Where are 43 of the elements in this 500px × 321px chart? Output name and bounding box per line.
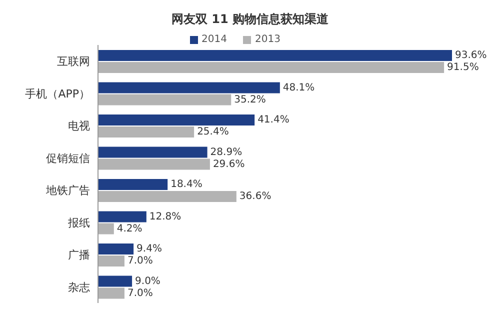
bar — [98, 82, 280, 94]
bar — [98, 158, 210, 170]
data-label: 18.4% — [170, 179, 202, 190]
data-label: 28.9% — [210, 146, 242, 158]
y-tick-label: 手机（APP） — [25, 87, 90, 100]
data-label: 12.8% — [149, 211, 182, 222]
bar — [98, 223, 114, 234]
bar — [98, 244, 134, 254]
bar — [98, 256, 124, 266]
data-label: 9.4% — [136, 244, 162, 254]
y-tick-label: 电视 — [68, 120, 90, 133]
data-label: 7.0% — [127, 288, 153, 299]
data-label: 41.4% — [258, 114, 290, 126]
data-label: 25.4% — [197, 126, 229, 138]
y-tick-label: 报纸 — [67, 216, 90, 230]
data-label: 48.1% — [282, 82, 315, 94]
bar — [98, 50, 452, 61]
legend-label: 2013 — [254, 34, 280, 45]
chart-title: 网友双 11 购物信息获知渠道 — [170, 11, 330, 28]
bar — [98, 288, 124, 299]
data-label: 35.2% — [234, 94, 266, 106]
data-label: 93.6% — [455, 50, 487, 61]
bar — [98, 126, 194, 138]
bar — [98, 191, 236, 202]
bar — [98, 179, 168, 190]
data-label: 7.0% — [127, 256, 153, 266]
legend-label: 2014 — [200, 34, 227, 45]
y-tick-label: 地铁广告 — [45, 184, 90, 198]
y-tick-label: 促销短信 — [46, 152, 90, 165]
bar — [98, 146, 208, 158]
data-label: 91.5% — [447, 62, 479, 73]
bar — [98, 211, 146, 222]
bar — [98, 62, 444, 73]
y-tick-label: 互联网 — [57, 55, 90, 68]
y-tick-label: 杂志 — [68, 280, 90, 294]
data-label: 36.6% — [239, 191, 272, 202]
y-tick-label: 广播 — [68, 248, 90, 262]
data-label: 4.2% — [116, 223, 142, 234]
bar — [98, 94, 232, 106]
data-label: 9.0% — [135, 276, 160, 287]
bar — [98, 276, 132, 287]
data-label: 29.6% — [212, 158, 245, 170]
bar — [98, 114, 255, 126]
